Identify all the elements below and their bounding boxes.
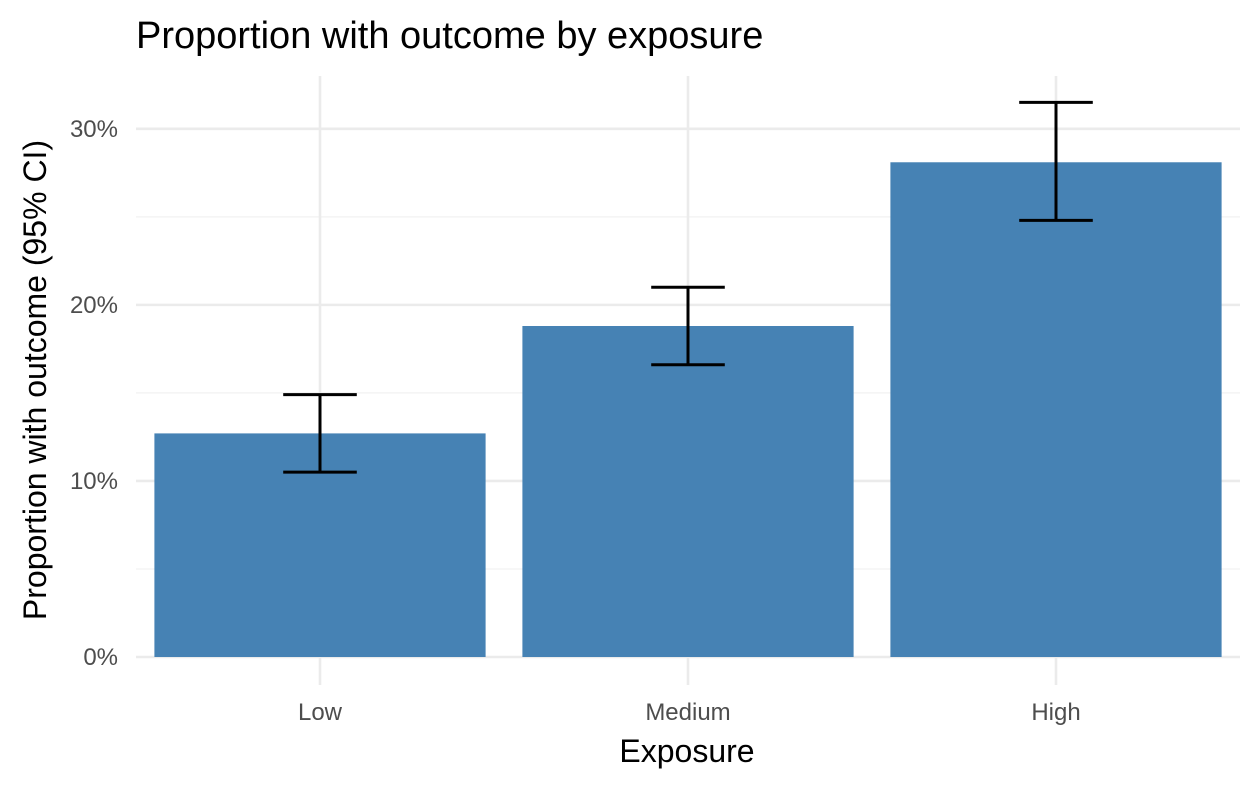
bar-medium <box>522 326 854 657</box>
x-tick-label: High <box>1031 699 1080 726</box>
y-tick-label: 0% <box>83 644 118 671</box>
error-bars <box>283 100 1093 474</box>
x-axis-title: Exposure <box>619 733 754 769</box>
x-tick-label: Medium <box>645 699 730 726</box>
y-tick-label: 30% <box>70 116 118 143</box>
errorbar-low <box>283 393 357 474</box>
x-axis-ticks: Low Medium High <box>298 699 1081 726</box>
x-tick-label: Low <box>298 699 343 726</box>
errorbar-high <box>1019 100 1093 222</box>
y-tick-label: 20% <box>70 292 118 319</box>
chart-title: Proportion with outcome by exposure <box>136 15 763 57</box>
y-axis-title: Proportion with outcome (95% CI) <box>17 140 53 620</box>
bar-high <box>890 162 1222 657</box>
errorbar-medium <box>651 285 725 367</box>
y-axis-ticks: 0% 10% 20% 30% <box>70 116 118 671</box>
y-tick-label: 10% <box>70 468 118 495</box>
